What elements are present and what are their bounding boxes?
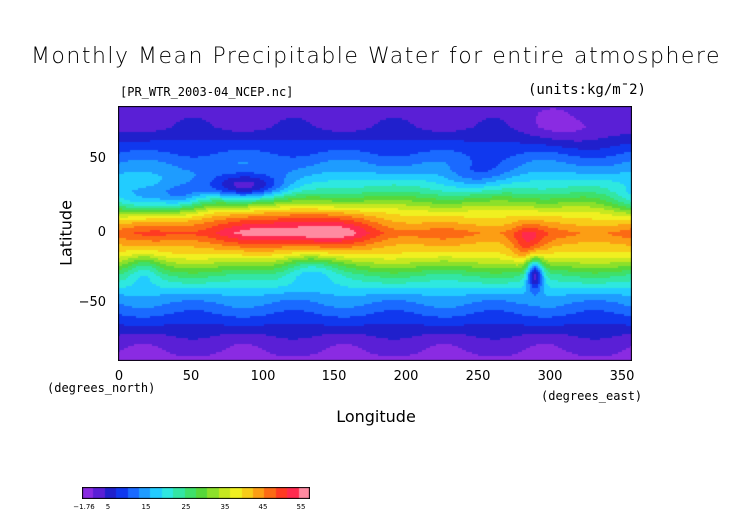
- colorbar-label: 5: [105, 503, 111, 511]
- x-tick-label: 300: [537, 369, 563, 384]
- file-label: [PR_WTR_2003-04_NCEP.nc]: [120, 85, 294, 99]
- y-tick-label: 0: [97, 225, 106, 240]
- x-tick-label: 50: [182, 369, 200, 384]
- x-axis-label: Longitude: [336, 407, 416, 426]
- colorbar-label: 15: [141, 503, 151, 511]
- x-tick-label: 350: [609, 369, 635, 384]
- x-tick-label: 0: [114, 369, 124, 384]
- colorbar-label: 25: [181, 503, 191, 511]
- x-tick-label: 150: [321, 369, 347, 384]
- y-axis-label: Latitude: [56, 200, 76, 266]
- colorbar-label: 55: [296, 503, 306, 511]
- x-axis-unit: (degrees_east): [541, 389, 643, 403]
- chart-title: Monthly Mean Precipitable Water for enti…: [30, 44, 722, 69]
- colorbar-label: 45: [258, 503, 268, 511]
- precipitable-water-heatmap: [118, 106, 632, 361]
- x-tick-label: 200: [393, 369, 419, 384]
- y-tick-label: 50: [89, 151, 106, 166]
- x-tick-label: 100: [250, 369, 276, 384]
- colorbar: [82, 487, 310, 499]
- y-tick-label: −50: [78, 295, 106, 310]
- y-axis-unit: (degrees_north): [47, 381, 156, 395]
- x-tick-label: 250: [465, 369, 491, 384]
- units-label: (units:kg/m¯2): [527, 82, 646, 98]
- colorbar-label: −1.76: [73, 503, 95, 511]
- colorbar-label: 35: [220, 503, 230, 511]
